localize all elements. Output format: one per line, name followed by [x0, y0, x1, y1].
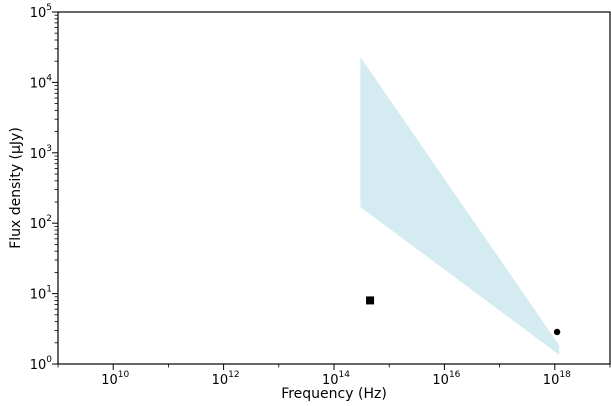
band-layer — [360, 56, 560, 355]
y-tick-label-2: 102 — [30, 214, 52, 232]
x-tick-label-0: 1010 — [101, 370, 129, 388]
points-layer — [366, 296, 561, 336]
y-tick-label-4: 104 — [30, 73, 53, 91]
data-point-square-0 — [366, 296, 375, 305]
confidence-band — [360, 56, 560, 355]
y-tick-label-1: 101 — [30, 285, 52, 303]
y-tick-label-5: 105 — [30, 3, 52, 21]
x-axis-label: Frequency (Hz) — [281, 386, 387, 402]
x-tick-label-4: 1018 — [543, 370, 571, 388]
ticks-layer — [52, 11, 611, 370]
x-tick-label-3: 1016 — [432, 370, 460, 388]
y-axis-label: Flux density (μJy) — [8, 127, 24, 249]
tick-labels: 1010 1012 1014 1016 1018 100 101 102 103 104 105 — [30, 3, 571, 388]
x-tick-label-1: 1012 — [212, 370, 240, 388]
x-tick-label-2: 1014 — [322, 370, 350, 388]
y-tick-label-3: 103 — [30, 144, 52, 162]
data-point-circle-1 — [553, 328, 561, 336]
y-tick-label-0: 100 — [30, 355, 53, 373]
